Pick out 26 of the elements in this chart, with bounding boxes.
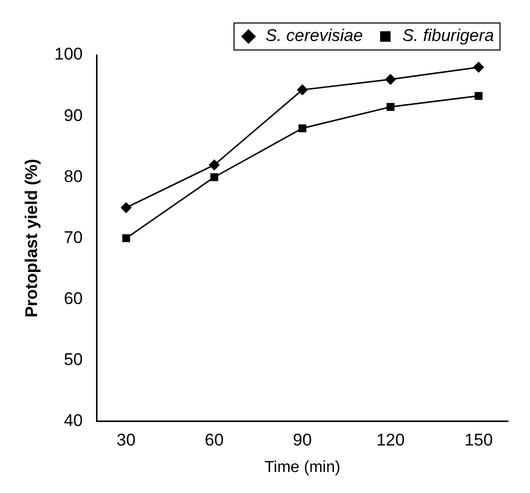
x-tick-label: 90 [292, 430, 312, 450]
x-tick-label: 30 [116, 430, 136, 450]
point [474, 92, 483, 100]
y-tick-label: 60 [64, 288, 83, 308]
y-tick-label: 70 [64, 228, 83, 247]
point [473, 62, 484, 72]
point [210, 173, 218, 182]
y-tick-label: 100 [54, 44, 83, 64]
point [122, 234, 130, 242]
point [385, 74, 396, 85]
point [120, 202, 132, 213]
x-tick-label: 120 [376, 430, 405, 450]
y-axis-title: Protoplast yield (%) [22, 158, 41, 318]
y-tick-label: 90 [64, 106, 83, 125]
point [297, 84, 308, 96]
x-tick-label: 150 [464, 430, 493, 450]
x-axis-title: Time (min) [264, 458, 340, 476]
y-tick-label: 40 [64, 411, 83, 430]
legend-label: S. fiburigera [402, 26, 494, 46]
point [298, 124, 306, 132]
y-tick-label: 50 [64, 350, 83, 370]
legend-label: S. cerevisiae [266, 26, 363, 46]
x-tick-label: 60 [204, 430, 224, 450]
y-tick-label: 80 [64, 166, 83, 186]
point [386, 102, 394, 111]
point [209, 160, 220, 170]
